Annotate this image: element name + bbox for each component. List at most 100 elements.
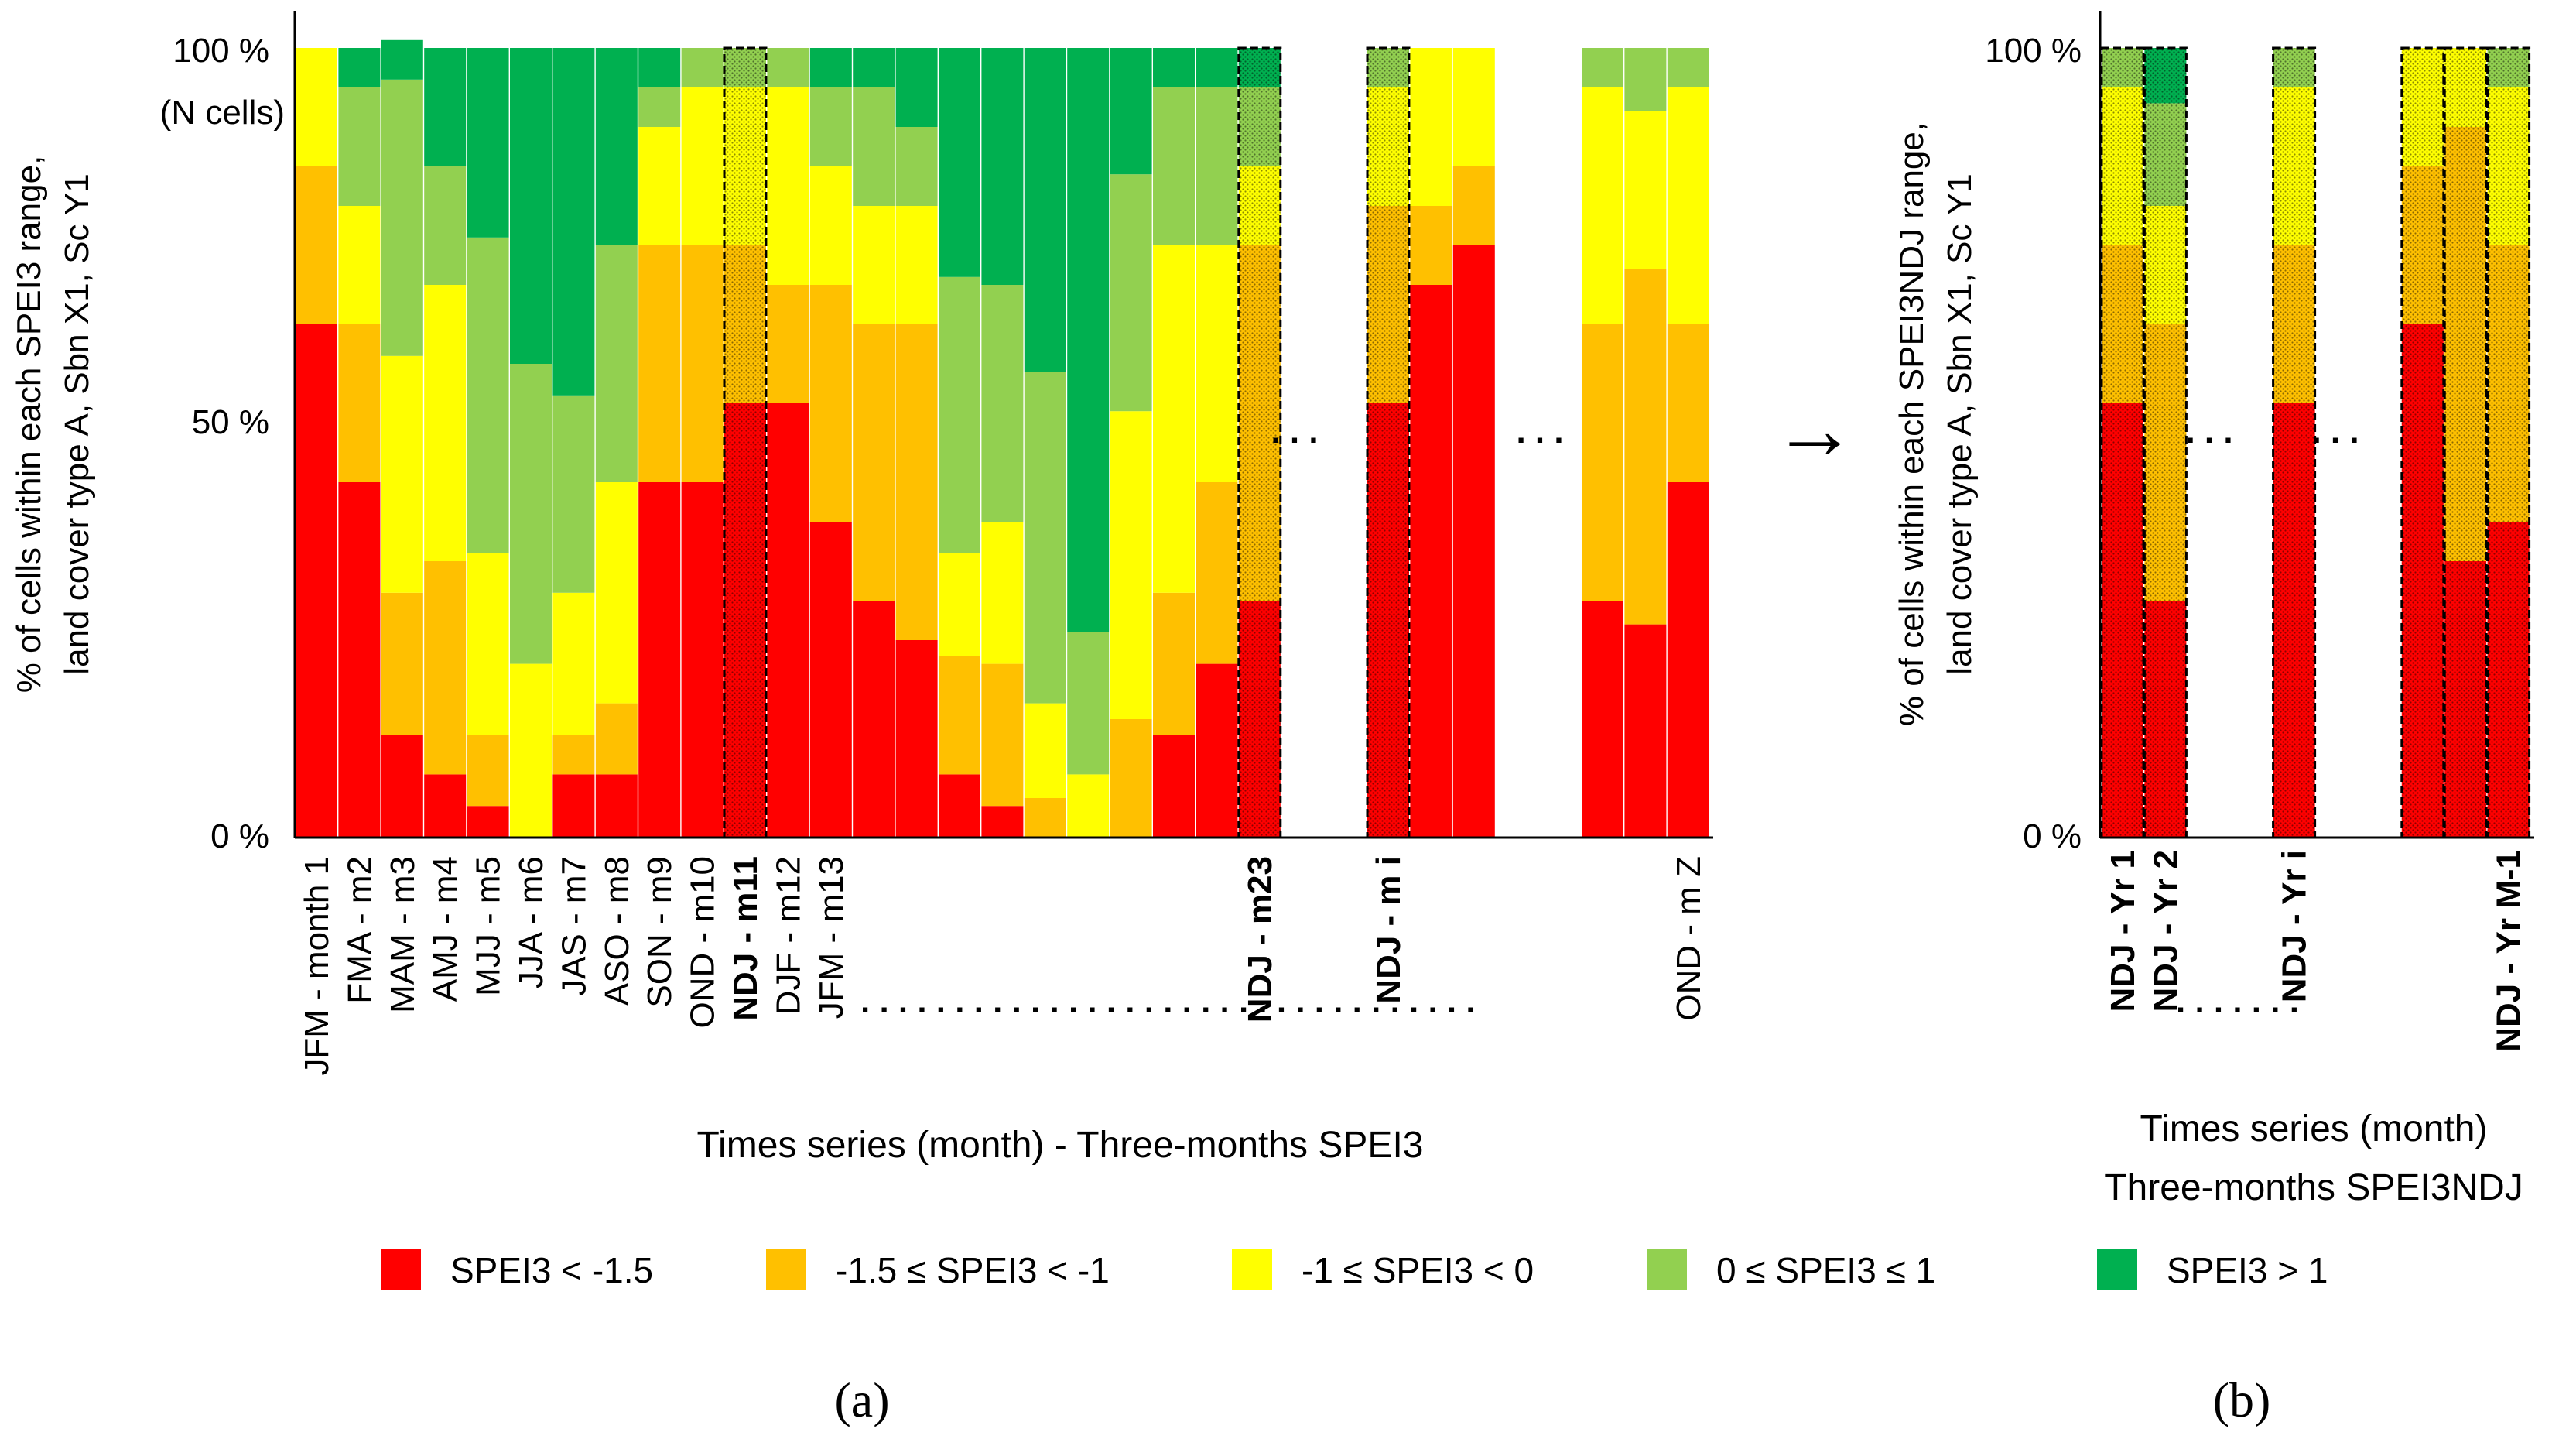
panel-a-bar-22-seg-yellow: [1196, 245, 1238, 482]
panel-a-bar-16-seg-yellow: [939, 553, 980, 656]
panel-a-bar-3: [381, 39, 423, 838]
panel-a-bar-18-seg-orange: [1024, 798, 1066, 838]
panel-a-bar-2-seg-orange: [338, 324, 381, 482]
panel-a-bar-18: [1024, 48, 1066, 838]
panel-b-bar-6: [2486, 46, 2531, 839]
panel-a-bar-21-seg-green: [1153, 48, 1195, 87]
panel-a-bar-14: [853, 48, 895, 838]
panel-b-ellipsis: . . . . . . .: [2176, 982, 2299, 1020]
panel-a-x-tick-1: JFM - month 1: [298, 856, 336, 1076]
panel-b-bar-5-texture: [2444, 48, 2487, 838]
panel-a-bar-22-seg-orange: [1196, 482, 1238, 664]
panel-a-bar-14-seg-green: [853, 48, 895, 87]
panel-a-bar-8-seg-green: [595, 48, 638, 245]
panel-a-bar-7-seg-lightgreen: [552, 395, 595, 593]
panel-a-bar-10-seg-yellow: [681, 87, 724, 245]
panel-a-x-tick-11: NDJ - m11: [727, 856, 765, 1021]
panel-a-bar-18-seg-yellow: [1024, 703, 1066, 798]
panel-a-ellipsis: . . . . . . . . . . . . . . . . . . . . …: [860, 982, 1476, 1020]
panel-a-bar-27-seg-yellow: [1582, 87, 1623, 324]
legend: SPEI3 < -1.5 -1.5 ≤ SPEI3 < -1 -1 ≤ SPEI3 …: [381, 1249, 2328, 1290]
panel-a-bar-17-seg-green: [981, 48, 1024, 285]
panel-a-x-tick-4: AMJ - m4: [426, 856, 464, 1002]
panel-a-bar-22-seg-green: [1196, 48, 1238, 87]
panel-a-bar-23: [1237, 46, 1282, 839]
panel-a-bar-25: [1410, 48, 1452, 838]
panel-a-bar-28-seg-lightgreen: [1624, 48, 1667, 111]
panel-a-bar-4-seg-yellow: [424, 285, 467, 561]
panel-a-bar-27-seg-orange: [1582, 324, 1623, 601]
panel-a-bar-11: [723, 46, 768, 839]
panel-a-bar-25-seg-orange: [1410, 206, 1452, 285]
panel-b-gap-dots-1: . . .: [2185, 413, 2232, 451]
panel-a-x-tick-8: ASO - m8: [598, 856, 636, 1006]
panel-b-y-tick-100: 100 %: [1985, 32, 2082, 70]
panel-a-bar-17-seg-lightgreen: [981, 285, 1024, 522]
panel-a-bar-13-seg-yellow: [809, 166, 852, 285]
panel-a-bar-4-seg-red: [424, 774, 467, 838]
panel-b-y-tick-0: 0 %: [2023, 817, 2082, 855]
panel-a-bar-19-seg-yellow: [1067, 774, 1110, 838]
legend-item-green: SPEI3 > 1: [2097, 1249, 2328, 1290]
legend-item-lightgreen: 0 ≤ SPEI3 ≤ 1: [1647, 1249, 1935, 1290]
panel-a-bar-29-seg-lightgreen: [1667, 48, 1709, 87]
panel-a-bar-23-texture: [1238, 48, 1281, 838]
panel-a-bar-10-seg-lightgreen: [681, 48, 724, 87]
panel-a-bar-21-seg-orange: [1153, 592, 1195, 735]
panel-a: 0 % 50 % 100 % (N cells) % of cells with…: [10, 11, 1713, 1427]
panel-a-bar-28: [1624, 48, 1667, 838]
panel-a-bar-26: [1452, 48, 1495, 838]
panel-a-bar-15-seg-lightgreen: [895, 127, 938, 206]
panel-a-bar-15: [895, 48, 938, 838]
panel-a-bar-12: [767, 48, 809, 838]
panel-a-bar-25-seg-yellow: [1410, 48, 1452, 206]
panel-a-bar-28-seg-yellow: [1624, 111, 1667, 269]
panel-a-bar-21-seg-lightgreen: [1153, 87, 1195, 245]
panel-a-bar-21-seg-yellow: [1153, 245, 1195, 593]
panel-a-bar-5: [467, 48, 509, 838]
legend-item-yellow: -1 ≤ SPEI3 < 0: [1232, 1249, 1534, 1290]
panel-b-bar-4-texture: [2401, 48, 2444, 838]
panel-a-bar-3-seg-red: [381, 735, 423, 838]
panel-a-bar-1-seg-yellow: [296, 48, 337, 166]
panel-a-bar-7: [552, 48, 595, 838]
panel-a-y-tick-100: 100 %: [173, 32, 269, 70]
panel-b-x-label-line1: Times series (month): [2140, 1108, 2488, 1149]
panel-a-bar-19-seg-green: [1067, 48, 1110, 632]
panel-a-bar-28-seg-orange: [1624, 269, 1667, 625]
panel-a-bar-12-seg-yellow: [767, 87, 809, 285]
panel-a-bar-9-seg-lightgreen: [638, 87, 681, 127]
panel-a-x-tick-10: OND - m10: [684, 856, 722, 1028]
panel-a-x-tick-12: DJF - m12: [769, 856, 807, 1015]
panel-a-bar-16-seg-red: [939, 774, 980, 838]
panel-a-bar-5-seg-orange: [467, 735, 509, 807]
panel-a-bar-7-seg-yellow: [552, 592, 595, 735]
panel-b-bar-6-texture: [2487, 48, 2530, 838]
panel-a-bar-27-seg-red: [1582, 601, 1623, 838]
panel-a-bar-5-seg-yellow: [467, 553, 509, 735]
panel-b-bar-1-texture: [2102, 48, 2143, 838]
panel-a-y-tick-50: 50 %: [192, 403, 269, 441]
legend-swatch-green: [2097, 1249, 2137, 1290]
panel-a-bar-18-seg-green: [1024, 48, 1066, 372]
panel-a-x-tick-2: FMA - m2: [340, 856, 378, 1004]
panel-a-bar-12-seg-lightgreen: [767, 48, 809, 87]
panel-a-bar-9-seg-orange: [638, 245, 681, 482]
panel-a-label: (a): [834, 1372, 889, 1427]
panel-a-bar-17-seg-red: [981, 806, 1024, 838]
arrow-right-icon: →: [1772, 382, 1857, 477]
panel-a-bar-9: [638, 48, 681, 838]
panel-a-bar-10-seg-orange: [681, 245, 724, 482]
panel-a-bar-1: [296, 48, 337, 838]
panel-a-bar-17-seg-yellow: [981, 522, 1024, 664]
panel-a-bar-24-texture: [1367, 48, 1409, 838]
panel-a-bar-8-seg-yellow: [595, 482, 638, 704]
panel-a-bar-24: [1366, 46, 1411, 839]
panel-a-bar-3-seg-green: [381, 39, 423, 80]
panel-a-bar-28-seg-red: [1624, 624, 1667, 838]
panel-a-bar-9-seg-red: [638, 482, 681, 838]
panel-a-bar-16-seg-green: [939, 48, 980, 277]
panel-b-y-label-line2: land cover type A, Sbn X1, Sc Y1: [1941, 173, 1979, 674]
panel-a-bar-21: [1153, 48, 1195, 838]
panel-a-bar-11-texture: [724, 48, 766, 838]
